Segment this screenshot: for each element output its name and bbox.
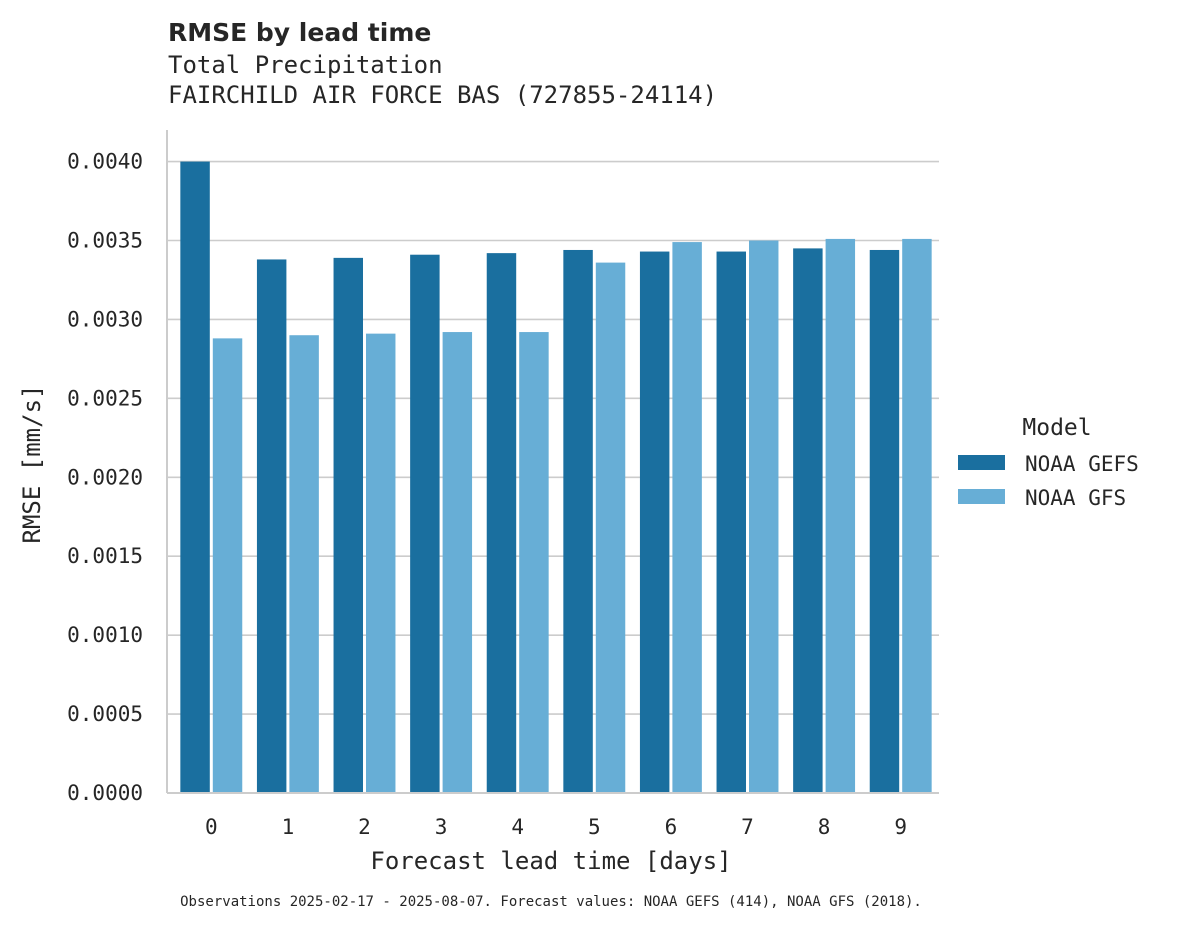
y-tick-label: 0.0020 [67,465,143,489]
legend-label-noaa-gfs: NOAA GFS [1025,486,1126,510]
y-tick-label: 0.0035 [67,229,143,253]
bar-noaa-gfs-day-9 [902,238,932,793]
y-tick-label: 0.0040 [67,150,143,174]
bar-noaa-gefs-day-5 [563,249,593,793]
chart-title: RMSE by lead time [168,18,431,47]
bar-noaa-gefs-day-3 [410,254,440,793]
x-tick-label: 9 [894,815,907,839]
y-tick-labels: 0.0000 0.0005 0.0010 0.0015 0.0020 0.0025 0.00… [67,150,143,805]
chart-footnote: Observations 2025-02-17 - 2025-08-07. Fo… [180,894,922,910]
bar-noaa-gfs-day-5 [595,262,626,794]
bar-noaa-gefs-day-2 [333,257,363,794]
bar-noaa-gfs-day-4 [519,332,549,793]
legend: Model NOAA GEFS NOAA GFS [958,415,1139,510]
x-tick-label: 1 [282,815,295,839]
legend-swatch-noaa-gefs [958,455,1005,470]
y-axis-label: RMSE [mm/s] [18,385,46,544]
bar-noaa-gfs-day-1 [289,335,319,793]
bar-noaa-gfs-day-7 [749,240,779,793]
x-tick-label: 5 [588,815,601,839]
bar-noaa-gfs-day-8 [825,238,856,793]
axes [166,130,939,794]
x-tick-label: 2 [358,815,371,839]
y-tick-label: 0.0010 [67,623,143,647]
chart-subtitle-variable: Total Precipitation [168,51,443,79]
bar-noaa-gfs-day-6 [672,242,702,794]
bar-noaa-gefs-day-0 [180,161,210,794]
x-axis-label: Forecast lead time [days] [370,847,731,875]
bars [180,161,932,794]
legend-label-noaa-gefs: NOAA GEFS [1025,452,1139,476]
x-tick-label: 6 [665,815,678,839]
chart-title-group: RMSE by lead time Total Precipitation FA… [168,18,717,109]
bar-noaa-gfs-day-2 [366,333,396,793]
y-tick-label: 0.0005 [67,702,143,726]
x-tick-labels: 0 1 2 3 4 5 6 7 8 9 [205,815,907,839]
bar-noaa-gefs-day-6 [639,251,670,794]
x-tick-label: 7 [741,815,754,839]
legend-title: Model [1022,415,1091,441]
bar-noaa-gefs-day-1 [256,259,287,793]
legend-swatch-noaa-gfs [958,489,1005,504]
chart-subtitle-station: FAIRCHILD AIR FORCE BAS (727855-24114) [168,81,717,109]
x-tick-label: 3 [435,815,448,839]
bar-noaa-gefs-day-8 [793,248,823,794]
x-tick-label: 0 [205,815,218,839]
bar-noaa-gefs-day-9 [869,249,900,793]
bar-noaa-gfs-day-0 [212,338,243,793]
bar-noaa-gfs-day-3 [442,332,473,793]
x-tick-label: 8 [818,815,831,839]
y-tick-label: 0.0015 [67,544,143,568]
y-tick-label: 0.0000 [67,781,143,805]
bar-noaa-gefs-day-7 [716,251,746,794]
y-tick-label: 0.0030 [67,307,143,331]
bar-noaa-gefs-day-4 [486,253,517,794]
y-tick-label: 0.0025 [67,386,143,410]
x-tick-label: 4 [511,815,524,839]
